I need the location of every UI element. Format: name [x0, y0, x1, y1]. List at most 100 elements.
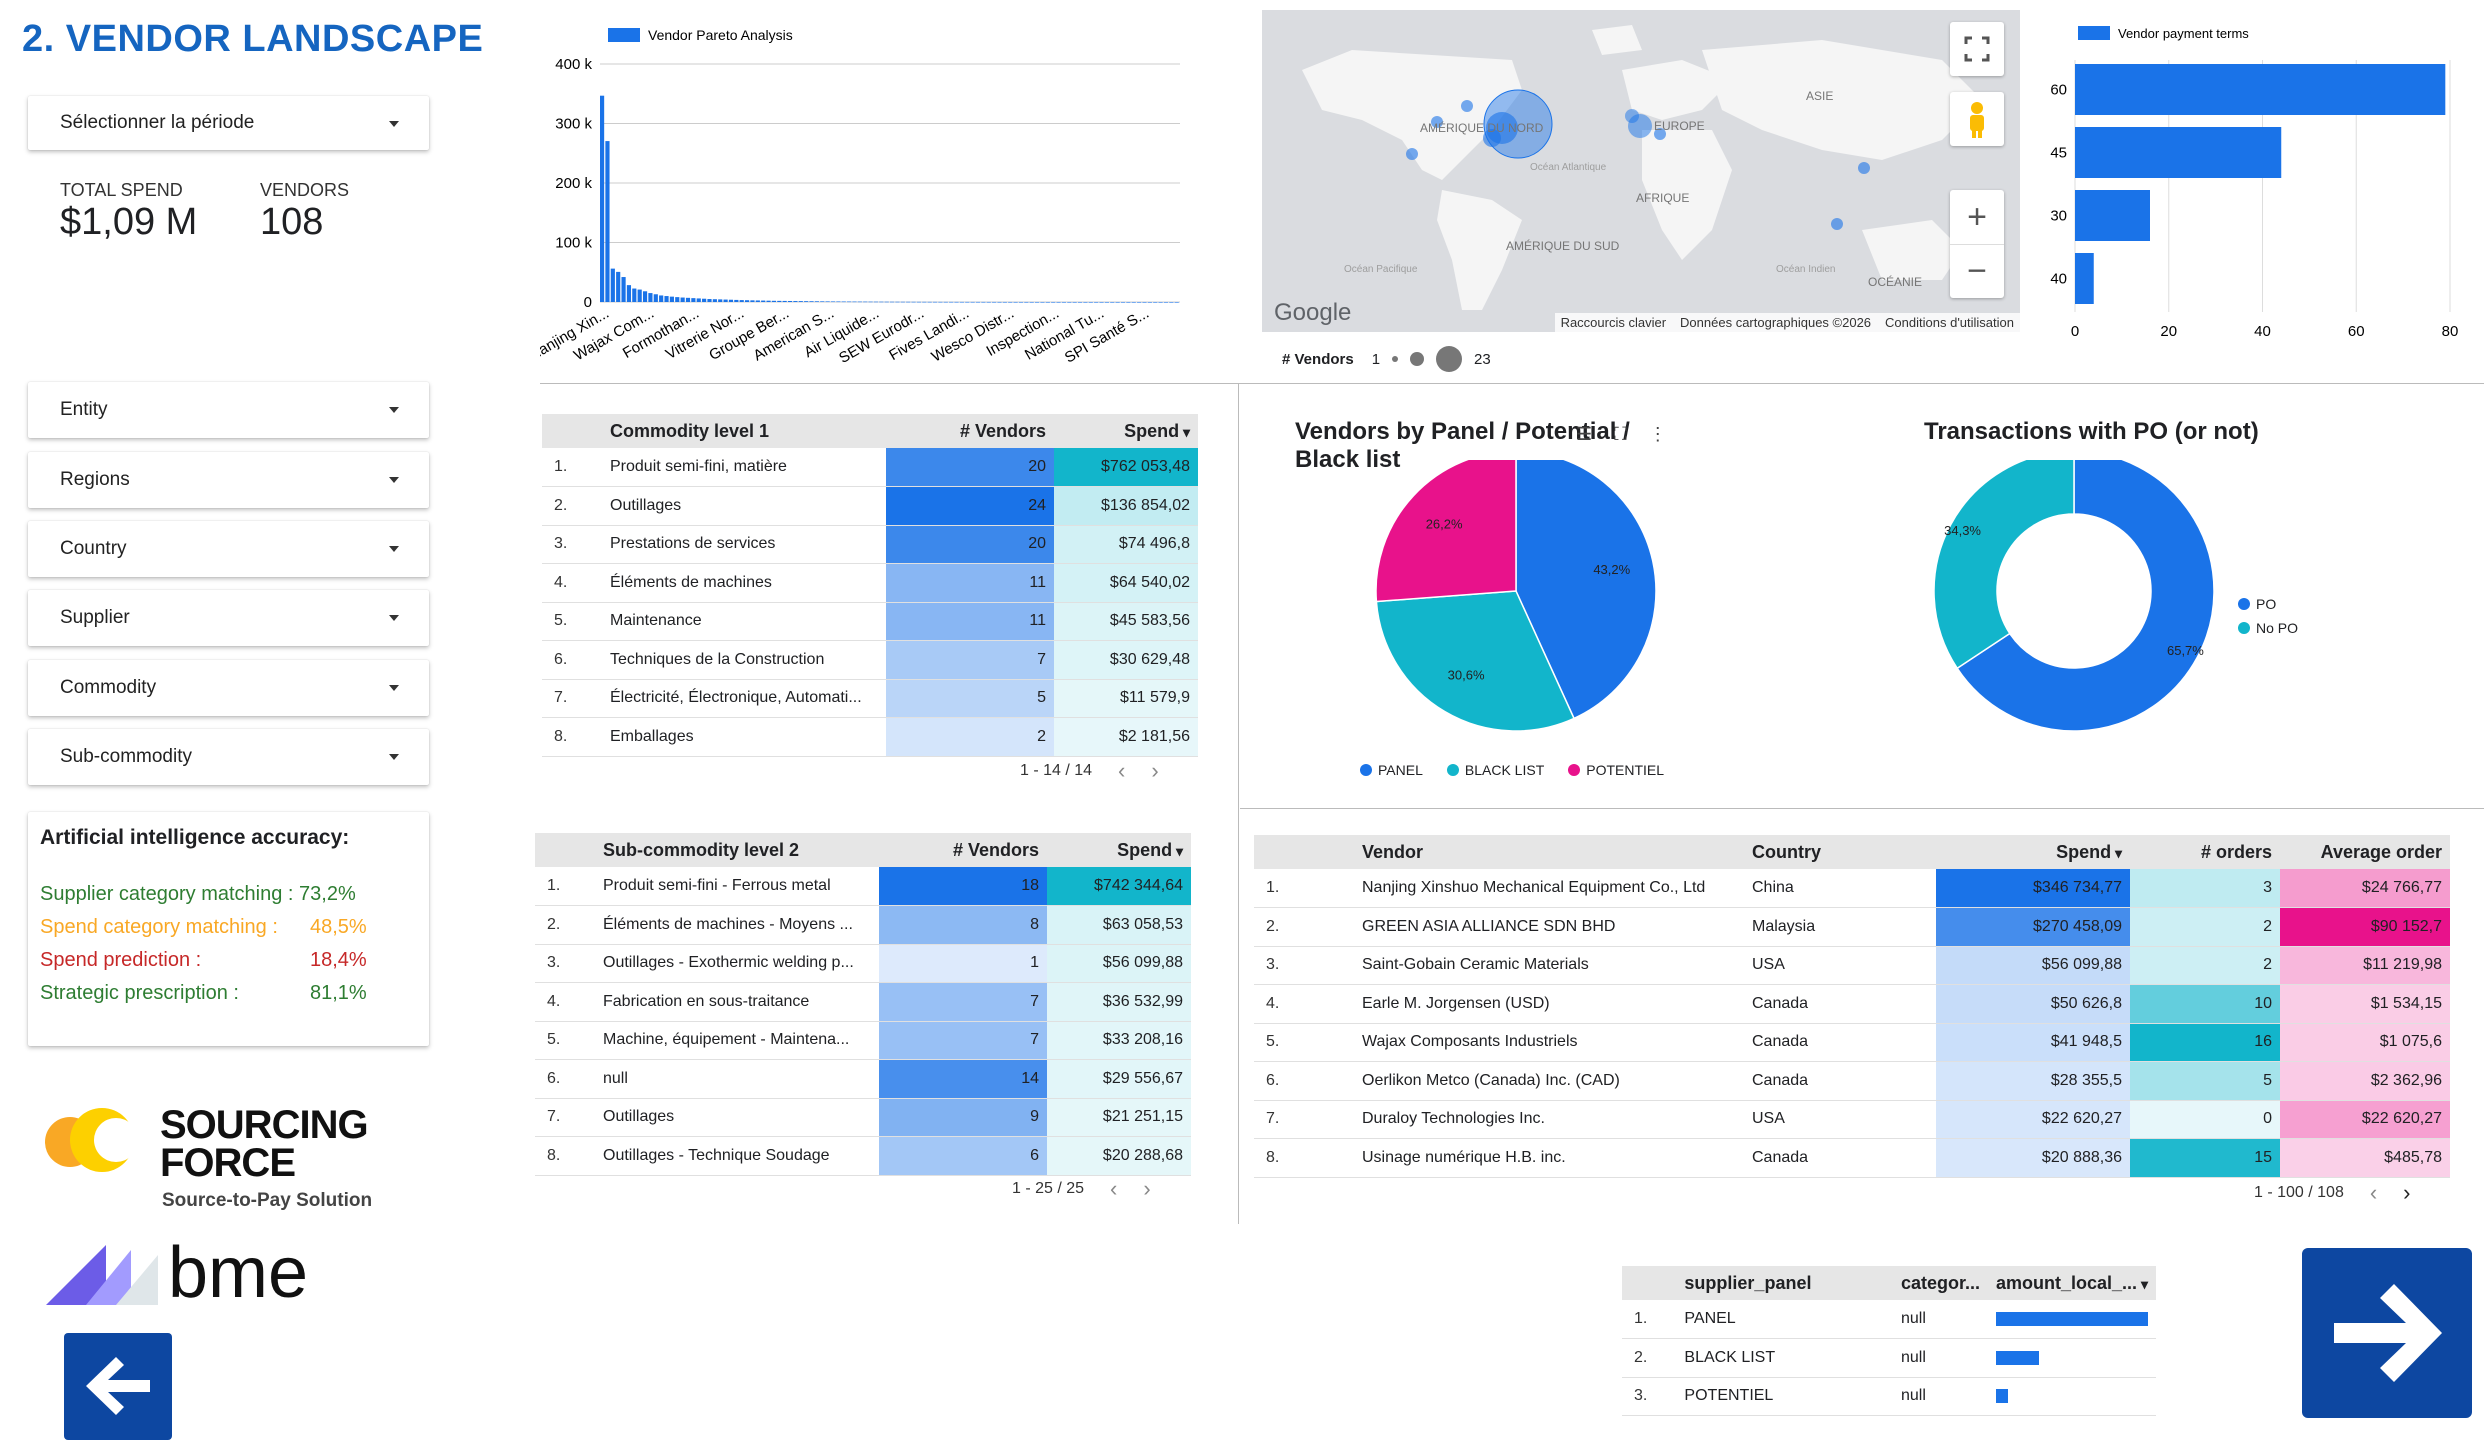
spend-value: $56 099,88 — [1047, 944, 1191, 983]
pareto-bar — [702, 298, 707, 302]
zoom-in-button[interactable]: + — [1967, 197, 1987, 236]
header-spend[interactable]: Spend — [1047, 833, 1191, 867]
table-row[interactable]: 6. null 14 $29 556,67 — [535, 1059, 1191, 1099]
spend-value: $270 458,09 — [1936, 907, 2130, 947]
zoom-out-button[interactable]: − — [1950, 244, 2004, 298]
header-vendors[interactable]: # Vendors — [879, 833, 1047, 867]
chevron-right-icon[interactable]: › — [1151, 758, 1159, 783]
table-row[interactable]: 5. Wajax Composants Industriels Canada $41 … — [1254, 1023, 2450, 1062]
table-row[interactable]: 1. Produit semi-fini, matière 20 $762 053,4… — [542, 448, 1198, 487]
chevron-right-icon[interactable]: › — [1143, 1176, 1151, 1201]
header-average-order[interactable]: Average order — [2280, 835, 2450, 869]
filter-sub-commodity[interactable]: Sub-commodity — [28, 729, 429, 785]
legend-dot — [2238, 598, 2250, 610]
row-index: 8. — [542, 717, 602, 757]
pareto-bar — [975, 301, 981, 303]
map-label: OCÉANIE — [1868, 274, 1922, 289]
pareto-bar — [669, 296, 674, 302]
vendor-name: Earle M. Jorgensen (USD) — [1354, 984, 1744, 1024]
header-vendor[interactable]: Vendor — [1354, 835, 1744, 869]
header-spend[interactable]: Spend — [1936, 835, 2130, 869]
header-supplier-panel[interactable]: supplier_panel — [1676, 1266, 1893, 1300]
filter-regions[interactable]: Regions — [28, 452, 429, 508]
subcommodity-name: Outillages - Exothermic welding p... — [595, 944, 879, 983]
expand-icon[interactable]: ⛶ — [1614, 424, 1627, 444]
table-row[interactable]: 7. Outillages 9 $21 251,15 — [535, 1098, 1191, 1137]
chevron-right-icon[interactable]: › — [2403, 1180, 2411, 1205]
chevron-left-icon[interactable]: ‹ — [1110, 1176, 1118, 1201]
table-row[interactable]: 2. BLACK LIST null — [1622, 1338, 2156, 1378]
header-country[interactable]: Country — [1744, 835, 1936, 869]
header-spend[interactable]: Spend — [1054, 414, 1198, 448]
map-legend: # Vendors 1 23 — [1282, 346, 1491, 372]
pareto-bar — [761, 300, 766, 302]
table-row[interactable]: 2. Éléments de machines - Moyens ... 8 $63 … — [535, 905, 1191, 945]
table-row[interactable]: 6. Techniques de la Construction 7 $30 629,… — [542, 640, 1198, 680]
kpi-vendors-value: 108 — [260, 201, 324, 243]
vendor-name: Oerlikon Metco (Canada) Inc. (CAD) — [1354, 1061, 1744, 1101]
table-row[interactable]: 1. Produit semi-fini - Ferrous metal 18 $74… — [535, 867, 1191, 906]
table-row[interactable]: 4. Fabrication en sous-traitance 7 $36 532,… — [535, 982, 1191, 1022]
vendor-name: Usinage numérique H.B. inc. — [1354, 1138, 1744, 1178]
filter-supplier[interactable]: Supplier — [28, 590, 429, 646]
vendor-map[interactable]: AMÉRIQUE DU NORD EUROPE ASIE AFRIQUE Océ… — [1262, 10, 2020, 332]
header-vendors[interactable]: # Vendors — [886, 414, 1054, 448]
pie-slice — [1933, 460, 2075, 670]
table-row[interactable]: 7. Duraloy Technologies Inc. USA $22 620,27… — [1254, 1100, 2450, 1139]
chevron-left-icon[interactable]: ‹ — [2369, 1180, 2378, 1205]
more-icon[interactable]: ⋮ — [1648, 424, 1667, 444]
ai-accuracy-title: Artificial intelligence accuracy: — [40, 826, 350, 849]
filter-country[interactable]: Country — [28, 521, 429, 577]
table-row[interactable]: 8. Usinage numérique H.B. inc. Canada $20 8… — [1254, 1138, 2450, 1178]
vendor-count: 1 — [879, 944, 1047, 983]
pareto-bar — [804, 301, 809, 302]
chevron-left-icon[interactable]: ‹ — [1118, 758, 1126, 783]
vendor-name: Saint-Gobain Ceramic Materials — [1354, 946, 1744, 985]
pareto-bar — [685, 297, 691, 302]
header-commodity[interactable]: Commodity level 1 — [602, 414, 886, 448]
filter-entity[interactable]: Entity — [28, 382, 429, 438]
table-row[interactable]: 3. Prestations de services 20 $74 496,8 — [542, 525, 1198, 564]
filter-label: Country — [60, 538, 127, 559]
filter-icon[interactable]: ☰ — [1576, 424, 1593, 444]
table-row[interactable]: 2. GREEN ASIA ALLIANCE SDN BHD Malaysia $27… — [1254, 907, 2450, 947]
table-row[interactable]: 3. Outillages - Exothermic welding p... 1 $… — [535, 944, 1191, 983]
table-row[interactable]: 4. Earle M. Jorgensen (USD) Canada $50 626,… — [1254, 984, 2450, 1024]
street-view-button[interactable] — [1950, 92, 2004, 146]
next-button[interactable] — [2302, 1248, 2472, 1418]
supplier-panel-name: BLACK LIST — [1676, 1338, 1893, 1378]
spend-value: $762 053,48 — [1054, 448, 1198, 487]
table-row[interactable]: 7. Électricité, Électronique, Automati...… — [542, 679, 1198, 718]
header-category[interactable]: categor... — [1892, 1266, 1989, 1300]
table-row[interactable]: 3. POTENTIEL null — [1622, 1377, 2156, 1416]
legend-label: PO — [2256, 596, 2277, 612]
table-row[interactable]: 1. Nanjing Xinshuo Mechanical Equipment C… — [1254, 869, 2450, 908]
header-amount[interactable]: amount_local_... — [1988, 1266, 2156, 1300]
header-subcommodity[interactable]: Sub-commodity level 2 — [595, 833, 879, 867]
terms-link[interactable]: Conditions d'utilisation — [1885, 315, 2014, 330]
table-header: supplier_panel categor... amount_local_.… — [1622, 1266, 2156, 1300]
pareto-bar — [857, 301, 862, 303]
header-orders[interactable]: # orders — [2130, 835, 2280, 869]
commodity-name: Électricité, Électronique, Automati... — [602, 679, 886, 718]
table-row[interactable]: 8. Emballages 2 $2 181,56 — [542, 717, 1198, 757]
amount-bar-cell — [1988, 1300, 2156, 1339]
table-row[interactable]: 4. Éléments de machines 11 $64 540,02 — [542, 563, 1198, 603]
keyboard-shortcuts-link[interactable]: Raccourcis clavier — [1560, 315, 1667, 330]
filter-commodity[interactable]: Commodity — [28, 660, 429, 716]
table-row[interactable]: 2. Outillages 24 $136 854,02 — [542, 486, 1198, 526]
period-selector[interactable]: Sélectionner la période — [28, 96, 429, 150]
pareto-bar — [787, 300, 793, 302]
table-row[interactable]: 1. PANEL null — [1622, 1300, 2156, 1339]
order-count: 2 — [2130, 907, 2280, 947]
amount-bar — [1996, 1312, 2148, 1326]
table-row[interactable]: 8. Outillages - Technique Soudage 6 $20 288… — [535, 1136, 1191, 1176]
table-row[interactable]: 5. Maintenance 11 $45 583,56 — [542, 602, 1198, 641]
vendor-country: Canada — [1744, 1023, 1936, 1062]
back-button[interactable] — [64, 1333, 172, 1440]
panel-pie-title: Vendors by Panel / Potential / Black lis… — [1295, 418, 1630, 473]
table-row[interactable]: 6. Oerlikon Metco (Canada) Inc. (CAD) Cana… — [1254, 1061, 2450, 1101]
table-row[interactable]: 3. Saint-Gobain Ceramic Materials USA $56 0… — [1254, 946, 2450, 985]
table-row[interactable]: 5. Machine, équipement - Maintena... 7 $33 … — [535, 1021, 1191, 1060]
fullscreen-button[interactable] — [1950, 22, 2004, 76]
